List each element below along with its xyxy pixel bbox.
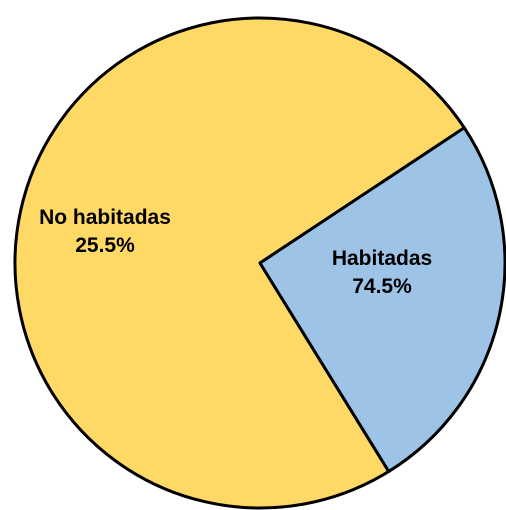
slice-label-habitadas: Habitadas: [332, 247, 432, 270]
slice-value-habitadas: 74.5%: [352, 275, 412, 298]
slice-value-no-habitadas: 25.5%: [75, 234, 135, 257]
slice-label-no-habitadas: No habitadas: [39, 206, 171, 229]
